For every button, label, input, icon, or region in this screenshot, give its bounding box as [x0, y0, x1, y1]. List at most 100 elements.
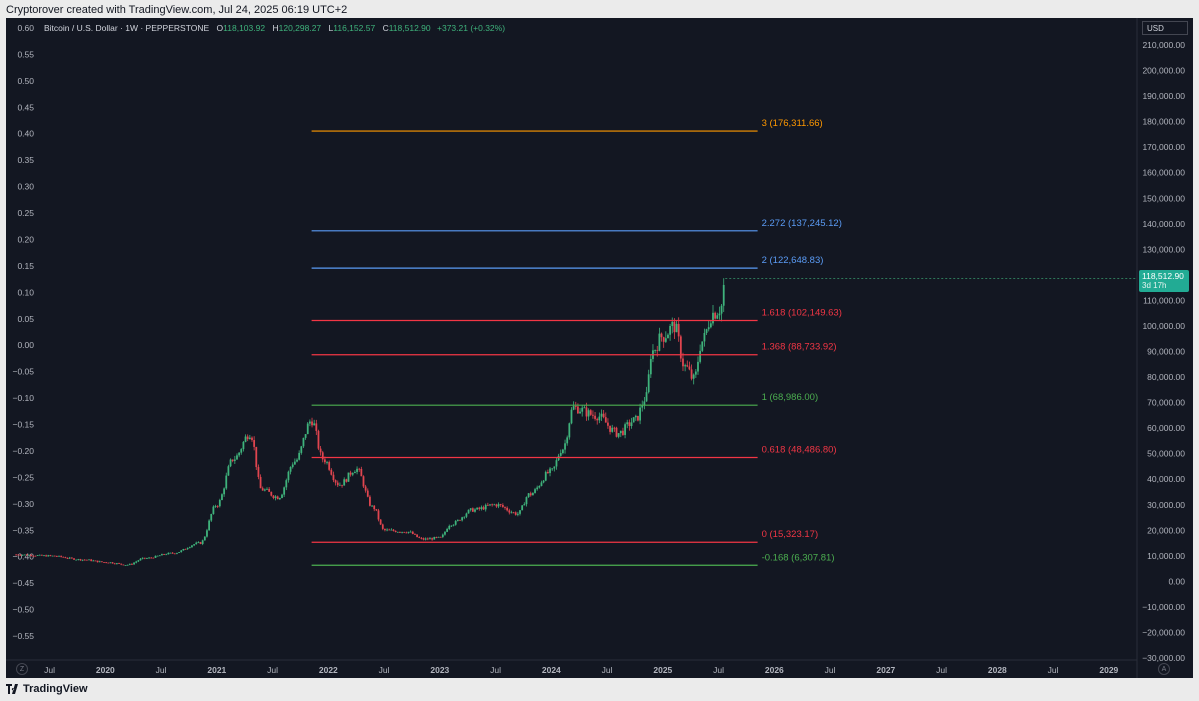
chart-panel[interactable]: 0.60 0.55 0.50 0.45 0.40 0.35 0.30 0.25 0.20 0.15…	[6, 18, 1193, 678]
candle-body	[564, 443, 566, 450]
right-axis-tick-label: 200,000.00	[1142, 66, 1185, 76]
candle-body	[446, 528, 449, 532]
right-axis-tick-label: 90,000.00	[1147, 347, 1185, 357]
low-label: L	[328, 23, 334, 33]
right-axis-tick-label: −20,000.00	[1142, 627, 1185, 637]
candle-body	[688, 366, 691, 370]
last-price-value: 118,512.90	[1142, 271, 1184, 281]
left-axis-tick-label: −0.50	[12, 605, 34, 615]
candle-body	[126, 564, 129, 566]
candle-body	[347, 472, 350, 482]
left-axis-tick-label: 0.50	[17, 76, 34, 86]
left-axis-tick-label: 0.15	[17, 261, 34, 271]
zoom-reset-icon[interactable]: Z	[16, 663, 28, 675]
candle-body	[639, 407, 641, 421]
candle-body	[712, 312, 714, 324]
candle-body	[459, 519, 461, 521]
candle-body	[323, 459, 326, 463]
candle-body	[414, 534, 416, 535]
candle-body	[555, 460, 558, 467]
chart-canvas[interactable]: 0.60 0.55 0.50 0.45 0.40 0.35 0.30 0.25 0.20 0.15…	[6, 18, 1193, 678]
right-axis-tick-label: 80,000.00	[1147, 372, 1185, 382]
candle-body	[675, 323, 678, 333]
candle-body	[405, 532, 408, 534]
candle-body	[637, 415, 639, 421]
candle-body	[478, 507, 481, 509]
candle-body	[604, 417, 607, 423]
candle-body	[90, 559, 93, 561]
candle-body	[203, 536, 206, 541]
candle-body	[645, 392, 648, 402]
time-axis-tick-label: 2028	[988, 665, 1007, 675]
candle-body	[669, 325, 672, 335]
currency-selector[interactable]: USD	[1142, 21, 1188, 35]
candle-body	[291, 464, 294, 468]
right-axis-tick-label: 210,000.00	[1142, 40, 1185, 50]
candle-body	[444, 531, 446, 535]
candle-body	[722, 284, 725, 306]
candle-body	[334, 480, 337, 483]
candle-body	[592, 414, 594, 416]
candle-body	[178, 552, 180, 554]
candle-body	[501, 505, 504, 507]
left-axis-tick-label: 0.45	[17, 102, 34, 112]
tradingview-brand[interactable]: TradingView	[6, 683, 88, 695]
candle-body	[146, 558, 148, 559]
candle-body	[514, 512, 517, 515]
symbol-title[interactable]: Bitcoin / U.S. Dollar · 1W · PEPPERSTONE	[44, 23, 210, 33]
left-axis-tick-label: −0.35	[12, 525, 34, 535]
auto-scale-icon[interactable]: A	[1158, 663, 1170, 675]
candle-body	[516, 513, 519, 515]
time-axis-tick-label: Jul	[713, 665, 724, 675]
candle-body	[345, 479, 348, 482]
candle-body	[128, 563, 131, 565]
high-value: 120,298.27	[278, 23, 322, 33]
candle-body	[242, 441, 245, 450]
candle-body	[285, 480, 288, 488]
candle-body	[81, 559, 84, 561]
candle-body	[253, 440, 256, 447]
candle-body	[231, 459, 234, 461]
candle-body	[364, 486, 367, 491]
candle-body	[251, 437, 253, 441]
symbol-legend[interactable]: Bitcoin / U.S. Dollar · 1W · PEPPERSTONE…	[44, 23, 505, 33]
candle-body	[354, 471, 356, 474]
left-axis-tick-label: 0.40	[17, 129, 34, 139]
candle-body	[562, 449, 564, 454]
left-axis-tick-label: 0.10	[17, 287, 34, 297]
candle-body	[64, 557, 67, 559]
brand-label: TradingView	[23, 683, 88, 695]
candle-body	[401, 531, 403, 533]
candle-body	[306, 423, 309, 435]
right-axis-tick-label: 180,000.00	[1142, 117, 1185, 127]
candle-body	[647, 374, 650, 393]
candle-body	[534, 489, 536, 493]
candle-body	[356, 468, 358, 472]
candle-body	[281, 494, 283, 498]
fib-extension-tool: 3 (176,311.66) 2.272 (137,245.12) 2 (122,6…	[311, 118, 1137, 566]
candle-body	[431, 538, 434, 540]
candle-body	[709, 323, 712, 328]
candle-body	[697, 361, 699, 372]
candle-body	[699, 350, 702, 362]
candle-body	[474, 509, 476, 512]
candle-body	[289, 467, 292, 472]
candle-body	[214, 506, 217, 507]
candle-body	[105, 562, 108, 564]
candle-body	[386, 529, 388, 531]
time-axis-tick-label: Jul	[490, 665, 501, 675]
candle-body	[433, 537, 436, 540]
candle-body	[21, 554, 24, 556]
candle-body	[424, 538, 427, 540]
fib-level-label: 1 (68,986.00)	[762, 392, 819, 403]
candle-body	[339, 484, 341, 486]
candle-body	[662, 337, 665, 342]
candle-body	[349, 472, 352, 475]
candle-body	[677, 323, 680, 337]
candle-body	[139, 558, 142, 561]
candle-body	[579, 411, 581, 414]
right-axis-tick-label: 100,000.00	[1142, 321, 1185, 331]
candle-body	[154, 555, 157, 558]
candle-body	[210, 513, 213, 521]
candle-body	[122, 564, 125, 566]
